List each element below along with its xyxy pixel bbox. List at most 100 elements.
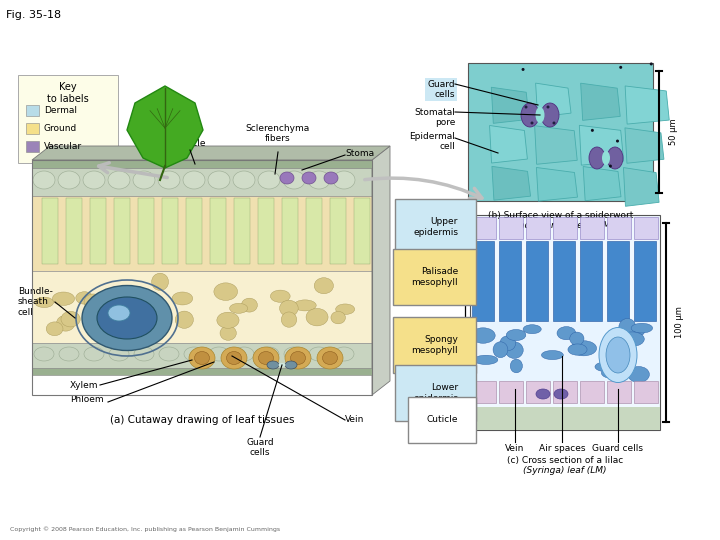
Text: 50 µm: 50 µm: [668, 119, 678, 145]
Text: (c) Cross section of a lilac: (c) Cross section of a lilac: [507, 456, 623, 465]
Text: Xylem: Xylem: [70, 381, 99, 389]
Text: Upper
epidermis: Upper epidermis: [413, 217, 458, 237]
Ellipse shape: [591, 129, 594, 132]
Text: Air spaces: Air spaces: [539, 444, 585, 453]
Bar: [607, 217, 631, 239]
Bar: [32, 271, 372, 343]
Ellipse shape: [557, 327, 576, 340]
Ellipse shape: [309, 347, 329, 361]
Polygon shape: [32, 146, 390, 160]
Bar: [234, 198, 250, 264]
Ellipse shape: [241, 298, 258, 312]
Text: Lower
epidermis: Lower epidermis: [413, 383, 458, 403]
Text: Key
to labels: Key to labels: [47, 82, 89, 104]
Ellipse shape: [505, 342, 523, 359]
Polygon shape: [583, 166, 621, 201]
Ellipse shape: [541, 103, 559, 127]
Bar: [26, 105, 39, 116]
Bar: [499, 241, 521, 321]
Ellipse shape: [271, 290, 290, 302]
Ellipse shape: [280, 172, 294, 184]
Text: Vascular: Vascular: [44, 142, 82, 151]
Bar: [553, 217, 577, 239]
Bar: [32, 160, 372, 395]
Polygon shape: [535, 126, 577, 164]
Ellipse shape: [208, 171, 230, 189]
Ellipse shape: [258, 352, 274, 365]
Text: (Syringa) leaf (LM): (Syringa) leaf (LM): [523, 466, 607, 475]
Ellipse shape: [284, 347, 304, 361]
Ellipse shape: [84, 294, 102, 310]
Ellipse shape: [333, 171, 355, 189]
Ellipse shape: [56, 315, 75, 331]
Ellipse shape: [619, 319, 636, 336]
Polygon shape: [536, 83, 571, 117]
Bar: [32, 160, 372, 168]
Bar: [32, 343, 372, 368]
Ellipse shape: [234, 347, 254, 361]
Ellipse shape: [302, 172, 316, 184]
Ellipse shape: [601, 368, 624, 379]
Bar: [580, 217, 604, 239]
Text: Spongy
mesophyll: Spongy mesophyll: [411, 335, 458, 355]
Ellipse shape: [285, 347, 311, 369]
Text: Stoma: Stoma: [345, 148, 374, 158]
Bar: [26, 141, 39, 152]
Text: Phloem: Phloem: [70, 395, 104, 404]
Ellipse shape: [294, 300, 316, 311]
Text: Ground: Ground: [44, 124, 77, 133]
Ellipse shape: [148, 298, 166, 314]
Text: Cuticle: Cuticle: [426, 415, 458, 424]
Bar: [258, 198, 274, 264]
Bar: [472, 381, 496, 403]
Bar: [634, 241, 656, 321]
Polygon shape: [580, 125, 624, 165]
Text: Palisade
mesophyll: Palisade mesophyll: [411, 267, 458, 287]
Ellipse shape: [607, 147, 623, 169]
Ellipse shape: [259, 347, 279, 361]
Ellipse shape: [158, 171, 180, 189]
Polygon shape: [536, 167, 577, 201]
Ellipse shape: [108, 171, 130, 189]
Bar: [114, 198, 130, 264]
Ellipse shape: [629, 326, 645, 336]
Ellipse shape: [521, 68, 525, 71]
Ellipse shape: [602, 151, 610, 165]
Bar: [634, 381, 658, 403]
Ellipse shape: [61, 312, 80, 327]
Ellipse shape: [159, 347, 179, 361]
Text: Guard
cells: Guard cells: [246, 438, 274, 457]
Text: Vein: Vein: [345, 415, 364, 424]
Text: Dermal: Dermal: [44, 106, 77, 115]
Text: Guard
cells: Guard cells: [428, 80, 455, 99]
Ellipse shape: [214, 283, 238, 300]
Ellipse shape: [510, 359, 523, 373]
Bar: [553, 381, 577, 403]
Ellipse shape: [279, 363, 286, 367]
Ellipse shape: [127, 298, 148, 312]
Ellipse shape: [631, 323, 652, 333]
Ellipse shape: [53, 292, 75, 306]
Ellipse shape: [552, 122, 556, 125]
Ellipse shape: [217, 312, 239, 328]
Bar: [26, 123, 39, 134]
Bar: [354, 198, 370, 264]
Text: 100 µm: 100 µm: [675, 307, 685, 339]
Ellipse shape: [279, 300, 298, 316]
Ellipse shape: [194, 352, 210, 365]
Ellipse shape: [324, 172, 338, 184]
Ellipse shape: [599, 327, 637, 382]
Ellipse shape: [221, 347, 247, 369]
Bar: [472, 217, 496, 239]
Ellipse shape: [76, 292, 93, 304]
Polygon shape: [492, 166, 531, 200]
Ellipse shape: [109, 347, 129, 361]
Ellipse shape: [524, 105, 528, 109]
Text: Copyright © 2008 Pearson Education, Inc. publishing as Pearson Benjamin Cummings: Copyright © 2008 Pearson Education, Inc.…: [10, 526, 280, 532]
Text: Cuticle: Cuticle: [174, 139, 206, 148]
Bar: [526, 217, 550, 239]
Ellipse shape: [134, 347, 154, 361]
Text: (a) Cutaway drawing of leaf tissues: (a) Cutaway drawing of leaf tissues: [109, 415, 294, 425]
Ellipse shape: [474, 355, 498, 364]
Bar: [138, 198, 154, 264]
